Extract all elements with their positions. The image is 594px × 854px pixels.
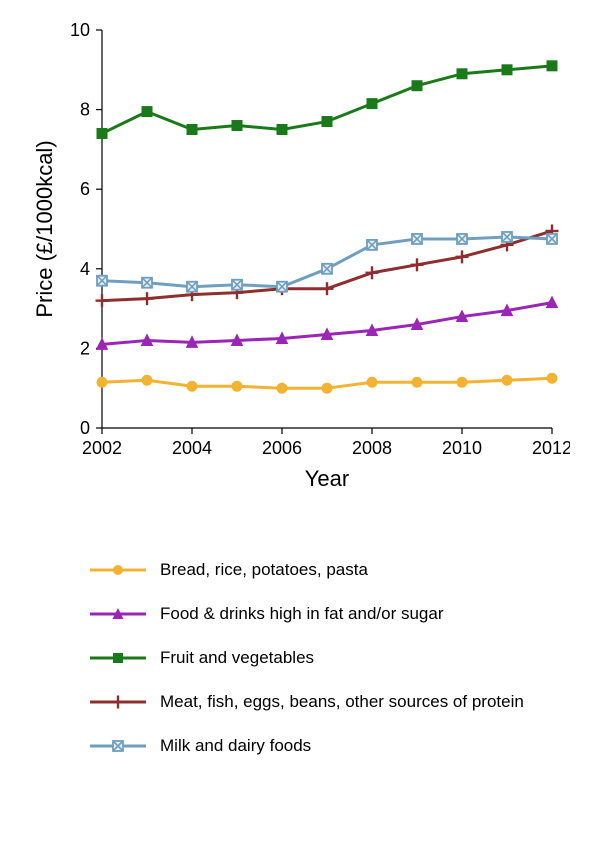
legend: Bread, rice, potatoes, pasta Food & drink… xyxy=(90,560,560,780)
x-tick-label: 2012 xyxy=(532,438,570,458)
y-tick-label: 0 xyxy=(80,418,90,438)
legend-label: Bread, rice, potatoes, pasta xyxy=(160,560,368,580)
y-tick-label: 8 xyxy=(80,100,90,120)
x-tick-label: 2002 xyxy=(82,438,122,458)
price-chart: 0 2 4 6 8 10 2002 2004 2006 2008 2010 2012 Year Price… xyxy=(30,20,570,500)
x-tick-label: 2006 xyxy=(262,438,302,458)
legend-swatch-milk xyxy=(90,736,146,756)
legend-item-meat: Meat, fish, eggs, beans, other sources o… xyxy=(90,692,560,712)
legend-item-bread: Bread, rice, potatoes, pasta xyxy=(90,560,560,580)
legend-swatch-fruit_veg xyxy=(90,648,146,668)
legend-item-fruit_veg: Fruit and vegetables xyxy=(90,648,560,668)
legend-swatch-meat xyxy=(90,692,146,712)
x-tick-label: 2010 xyxy=(442,438,482,458)
legend-swatch-bread xyxy=(90,560,146,580)
legend-label: Milk and dairy foods xyxy=(160,736,311,756)
x-tick-label: 2008 xyxy=(352,438,392,458)
y-tick-label: 4 xyxy=(80,259,90,279)
y-axis-label: Price (£/1000kcal) xyxy=(32,140,57,317)
legend-swatch-fat_sugar xyxy=(90,604,146,624)
legend-label: Meat, fish, eggs, beans, other sources o… xyxy=(160,692,524,712)
y-tick-label: 6 xyxy=(80,179,90,199)
legend-item-milk: Milk and dairy foods xyxy=(90,736,560,756)
x-tick-label: 2004 xyxy=(172,438,212,458)
legend-label: Food & drinks high in fat and/or sugar xyxy=(160,604,444,624)
series-milk xyxy=(102,237,552,287)
y-tick-label: 10 xyxy=(70,20,90,40)
legend-item-fat_sugar: Food & drinks high in fat and/or sugar xyxy=(90,604,560,624)
legend-label: Fruit and vegetables xyxy=(160,648,314,668)
x-axis-label: Year xyxy=(305,466,349,491)
y-tick-label: 2 xyxy=(80,338,90,358)
